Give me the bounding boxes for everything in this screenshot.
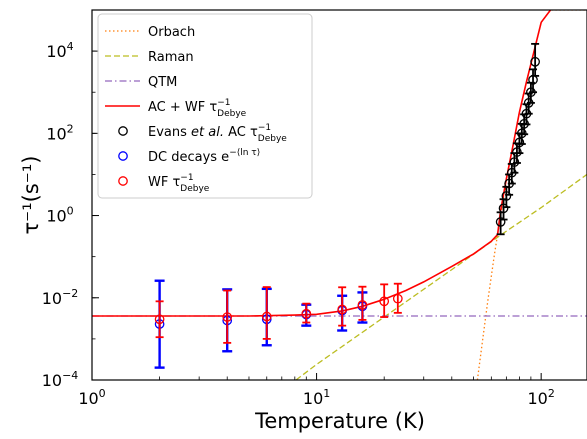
x-tick-label: 101 [303, 387, 330, 408]
y-tick-label: 100 [46, 205, 73, 226]
legend-item-evans: Evans et al. AC τ−1 Debye [118, 123, 287, 144]
wf-legend-marker [118, 176, 128, 186]
evans-point [498, 203, 509, 214]
qtm-legend-label: QTM [148, 75, 177, 90]
plot-frame [91, 9, 587, 381]
wf-point [222, 312, 233, 322]
wf-point [392, 293, 403, 304]
wf-point [379, 296, 390, 307]
evans-point [514, 137, 525, 148]
y-tick-label: 10−2 [42, 287, 79, 308]
axis-layer: 100 101 102 10−4 10−2 100 102 104 [42, 40, 555, 408]
legend-item-qtm: QTM [105, 75, 177, 90]
dc-legend-marker [118, 151, 128, 161]
legend-item-raman: Raman [105, 50, 194, 65]
orbach-legend-label: Orbach [148, 25, 195, 40]
series-layer [92, 10, 587, 380]
y-tick-label: 104 [46, 40, 73, 61]
evans-legend-label: Evans et al. AC τ−1 Debye [148, 123, 287, 144]
y-tick-label: 10−4 [42, 369, 79, 390]
wf-point [357, 300, 368, 310]
raman-line [295, 173, 587, 380]
raman-legend-label: Raman [148, 50, 194, 65]
wf-point [337, 304, 348, 315]
legend: Orbach Raman QTM AC + WF τ−1 Debye Evans et a… [97, 13, 313, 199]
wf-point [154, 314, 165, 325]
fit-legend-label: AC + WF τ−1 Debye [148, 98, 247, 119]
orbach-line [476, 10, 587, 380]
y-tick-label: 102 [46, 122, 73, 143]
y-axis-title: τ⁻¹(s⁻¹) [19, 156, 43, 235]
evans-point [512, 147, 522, 157]
evans-point [495, 217, 506, 227]
x-tick-label: 100 [78, 387, 105, 408]
wf-legend-label: WF τ−1 Debye [148, 173, 210, 194]
evans-series [495, 42, 540, 236]
wf-series [154, 282, 403, 344]
legend-item-fit: AC + WF τ−1 Debye [105, 98, 247, 119]
x-axis-title: Temperature (K) [254, 409, 425, 433]
evans-legend-marker [118, 126, 128, 136]
points-layer [154, 42, 540, 369]
evans-point [509, 157, 520, 167]
x-tick-label: 102 [527, 387, 554, 408]
legend-item-orbach: Orbach [105, 25, 195, 40]
fit-line [92, 10, 552, 317]
evans-point [501, 191, 512, 201]
evans-point [516, 128, 527, 139]
dc-legend-label: DC decays e−⟨ln τ⟩ [148, 148, 260, 165]
legend-frame [97, 13, 313, 199]
wf-point [301, 308, 312, 319]
wf-point [261, 311, 272, 322]
legend-item-dc: DC decays e−⟨ln τ⟩ [118, 148, 260, 165]
legend-item-wf: WF τ−1 Debye [118, 173, 210, 194]
evans-point [530, 56, 540, 67]
